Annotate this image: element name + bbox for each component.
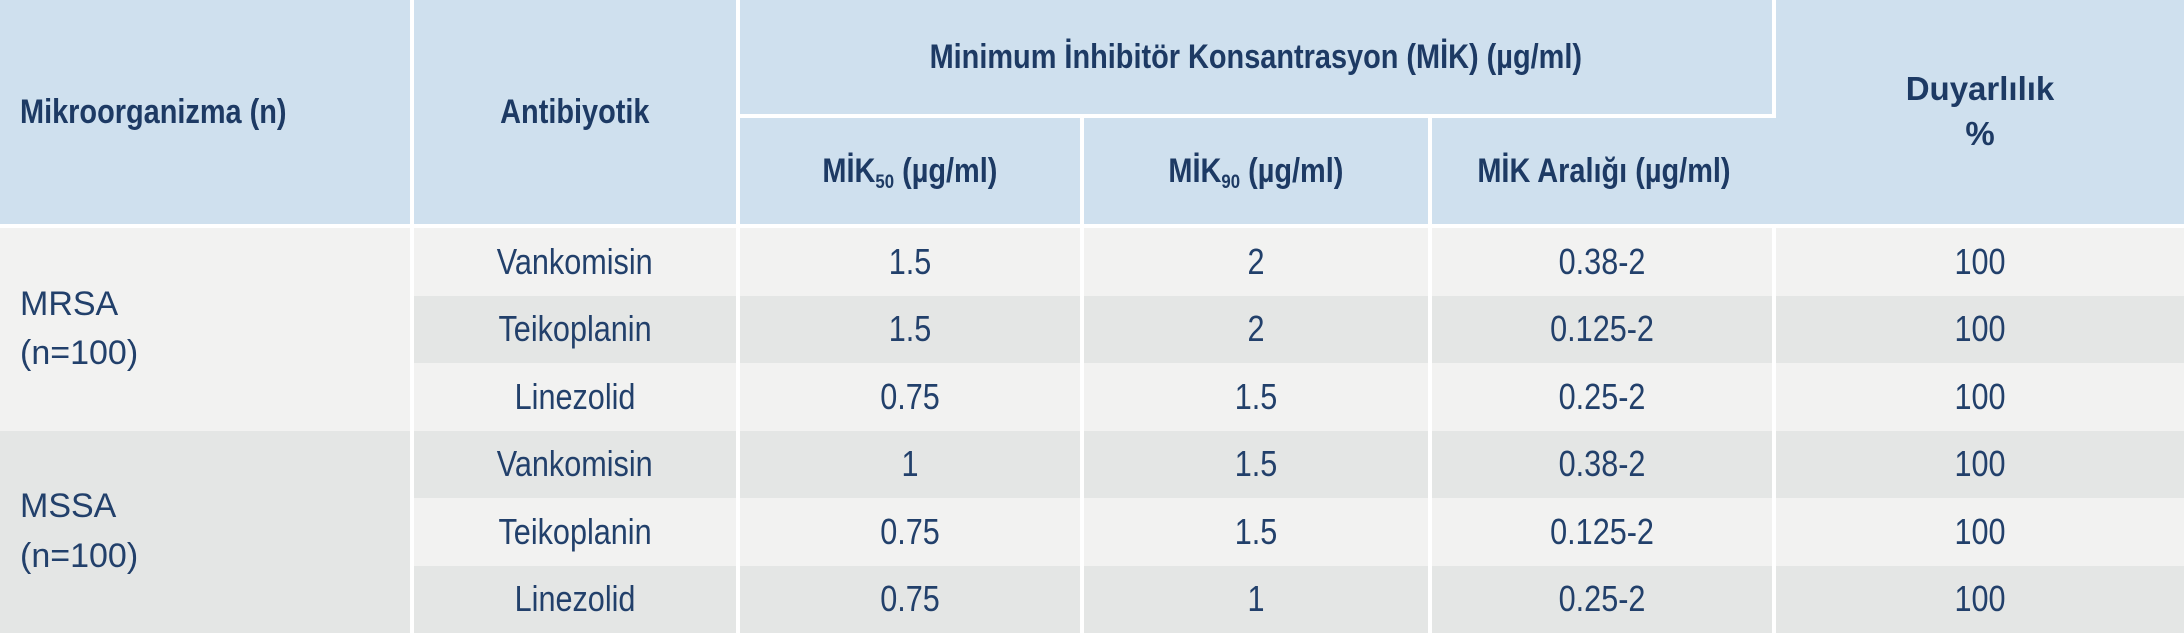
cell-antibiotic: Teikoplanin (414, 498, 740, 566)
cell-mic90: 2 (1084, 228, 1432, 296)
group-count: (n=100) (20, 334, 139, 373)
cell-antibiotic: Teikoplanin (414, 295, 740, 363)
cell-mic50: 0.75 (740, 498, 1084, 566)
header-microorganism-label: Mikroorganizma (n) (20, 92, 287, 131)
cell-mic-range: 0.25-2 (1432, 363, 1776, 431)
cell-susceptibility: 100 (1776, 228, 2184, 296)
cell-susceptibility: 100 (1776, 565, 2184, 633)
cell-mic50: 0.75 (740, 363, 1084, 431)
group-name: MSSA (20, 487, 117, 526)
group-name: MRSA (20, 284, 119, 323)
cell-antibiotic: Linezolid (414, 565, 740, 633)
cell-mic-range: 0.125-2 (1432, 295, 1776, 363)
cell-susceptibility: 100 (1776, 430, 2184, 498)
group-count: (n=100) (20, 536, 139, 575)
header-row-sub: MİK50 (µg/ml) MİK90 (µg/ml) MİK Aralığı … (0, 118, 2184, 228)
cell-mic90: 1 (1084, 565, 1432, 633)
cell-mic-range: 0.125-2 (1432, 498, 1776, 566)
cell-mic50: 1.5 (740, 295, 1084, 363)
table-row: Linezolid 0.75 1.5 0.25-2 100 (0, 363, 2184, 431)
cell-mic90: 1.5 (1084, 430, 1432, 498)
cell-mic-range: 0.25-2 (1432, 565, 1776, 633)
group-cell-mrsa: MRSA (n=100) (0, 228, 414, 431)
cell-mic90: 1.5 (1084, 498, 1432, 566)
cell-antibiotic: Vankomisin (414, 430, 740, 498)
cell-mic90: 1.5 (1084, 363, 1432, 431)
header-row-top: Mikroorganizma (n) Antibiyotik Minimum İ… (0, 0, 2184, 228)
header-mic50-label: MİK50 (µg/ml) (822, 151, 998, 194)
header-microorganism: Mikroorganizma (n) (0, 0, 414, 228)
header-mic-range: MİK Aralığı (µg/ml) (1432, 118, 1776, 228)
header-mic-group-label: Minimum İnhibitör Konsantrasyon (MİK) (µ… (929, 37, 1583, 76)
header-mic90: MİK90 (µg/ml) (1084, 118, 1432, 228)
header-susceptibility: Duyarlılık % (1776, 0, 2184, 228)
cell-susceptibility: 100 (1776, 295, 2184, 363)
cell-mic90: 2 (1084, 295, 1432, 363)
table-body: MRSA (n=100) Vankomisin 1.5 2 0.38-2 100… (0, 228, 2184, 633)
header-mic-range-label: MİK Aralığı (µg/ml) (1477, 151, 1731, 190)
cell-susceptibility: 100 (1776, 363, 2184, 431)
cell-susceptibility: 100 (1776, 498, 2184, 566)
header-antibiotic: Antibiyotik (414, 0, 740, 228)
header-susceptibility-line2: % (1965, 115, 1995, 152)
cell-antibiotic: Vankomisin (414, 228, 740, 296)
cell-antibiotic: Linezolid (414, 363, 740, 431)
cell-mic50: 1.5 (740, 228, 1084, 296)
cell-mic-range: 0.38-2 (1432, 430, 1776, 498)
cell-mic50: 0.75 (740, 565, 1084, 633)
table-row: Teikoplanin 1.5 2 0.125-2 100 (0, 295, 2184, 363)
header-mic90-label: MİK90 (µg/ml) (1168, 151, 1344, 194)
group-cell-mssa: MSSA (n=100) (0, 430, 414, 633)
table-row: MSSA (n=100) Vankomisin 1 1.5 0.38-2 100 (0, 430, 2184, 633)
cell-mic50: 1 (740, 430, 1084, 498)
header-antibiotic-label: Antibiyotik (500, 92, 650, 131)
cell-mic-range: 0.38-2 (1432, 228, 1776, 296)
table-row: Linezolid 0.75 1 0.25-2 100 (0, 565, 2184, 633)
table-row: MRSA (n=100) Vankomisin 1.5 2 0.38-2 100 (0, 228, 2184, 431)
header-mic-group: Minimum İnhibitör Konsantrasyon (MİK) (µ… (740, 0, 1776, 118)
table-row: Teikoplanin 0.75 1.5 0.125-2 100 (0, 498, 2184, 566)
header-mic50: MİK50 (µg/ml) (740, 118, 1084, 228)
table-header: Mikroorganizma (n) Antibiyotik Minimum İ… (0, 0, 2184, 228)
header-susceptibility-line1: Duyarlılık (1905, 70, 2055, 108)
